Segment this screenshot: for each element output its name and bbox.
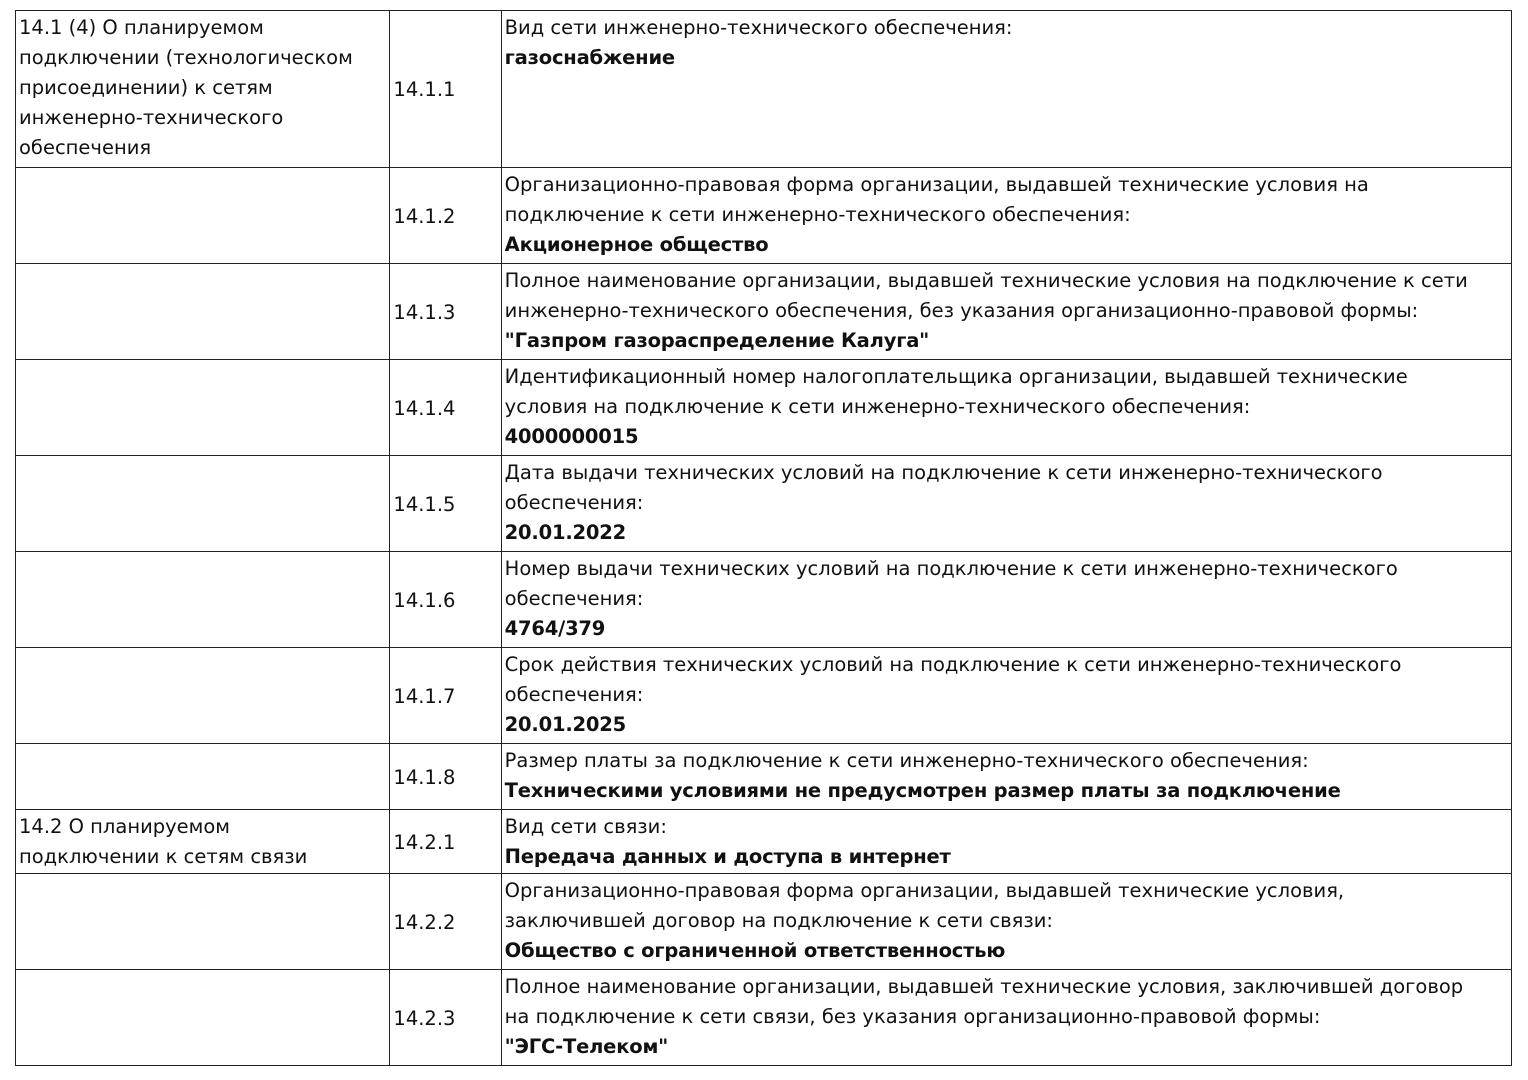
section-title: обеспечения	[19, 136, 152, 159]
section-cell	[14, 359, 391, 456]
item-label: Размер платы за подключение к сети инжен…	[504, 749, 1309, 772]
table-row: 14.1.4 Идентификационный номер налогоплат…	[14, 359, 1513, 456]
item-label: Вид сети связи:	[504, 815, 667, 838]
section-title: подключении (технологическом	[19, 46, 353, 69]
item-label: Дата выдачи технических условий на подкл…	[504, 461, 1383, 484]
item-number: 14.1.3	[389, 263, 502, 360]
item-value: Передача данных и доступа в интернет	[504, 845, 951, 868]
table-row: 14.1.2 Организационно-правовая форма орга…	[14, 167, 1513, 264]
item-content-cell: Срок действия технических условий на под…	[500, 647, 1513, 744]
item-value: "Газпром газораспределение Калуга"	[504, 329, 930, 352]
item-label: Полное наименование организации, выдавше…	[504, 269, 1468, 292]
item-label: условия на подключение к сети инженерно-…	[504, 395, 1251, 418]
item-content-cell: Вид сети инженерно-технического обеспече…	[500, 10, 1513, 168]
table-body: 14.1 (4) О планируемом подключении (техно…	[14, 10, 1513, 1066]
table-row: 14.1.3 Полное наименование организации, в…	[14, 263, 1513, 360]
section-cell	[14, 969, 391, 1066]
section-title: 14.2 О планируемом	[19, 815, 231, 838]
item-number: 14.1.4	[389, 359, 502, 456]
table-row: 14.1.6 Номер выдачи технических условий н…	[14, 551, 1513, 648]
table-row: 14.2.2 Организационно-правовая форма орга…	[14, 873, 1513, 970]
table-row: 14.1.8 Размер платы за подключение к сети…	[14, 743, 1513, 810]
item-label: Номер выдачи технических условий на подк…	[504, 557, 1398, 580]
item-number: 14.1.1	[389, 10, 502, 168]
item-value: 4000000015	[504, 425, 639, 448]
item-number: 14.1.8	[389, 743, 502, 810]
table-row: 14.2.3 Полное наименование организации, в…	[14, 969, 1513, 1066]
item-number: 14.2.2	[389, 873, 502, 970]
item-number: 14.1.2	[389, 167, 502, 264]
section-cell	[14, 647, 391, 744]
item-value: "ЭГС-Телеком"	[504, 1035, 669, 1058]
item-number: 14.1.6	[389, 551, 502, 648]
item-label: инженерно-технического обеспечения, без …	[504, 299, 1419, 322]
item-content-cell: Организационно-правовая форма организаци…	[500, 873, 1513, 970]
item-content-cell: Идентификационный номер налогоплательщик…	[500, 359, 1513, 456]
item-content-cell: Полное наименование организации, выдавше…	[500, 969, 1513, 1066]
item-label: Организационно-правовая форма организаци…	[504, 173, 1369, 196]
table-row: 14.1.7 Срок действия технических условий …	[14, 647, 1513, 744]
item-value: Техническими условиями не предусмотрен р…	[504, 779, 1341, 802]
item-label: на подключение к сети связи, без указани…	[504, 1005, 1321, 1028]
item-number: 14.1.7	[389, 647, 502, 744]
section-cell: 14.1 (4) О планируемом подключении (техно…	[14, 10, 391, 168]
item-label: заключившей договор на подключение к сет…	[504, 909, 1053, 932]
item-content-cell: Номер выдачи технических условий на подк…	[500, 551, 1513, 648]
section-title: 14.1 (4) О планируемом	[19, 16, 264, 39]
section-cell	[14, 263, 391, 360]
section-cell	[14, 455, 391, 552]
item-label: Срок действия технических условий на под…	[504, 653, 1402, 676]
item-value: 4764/379	[504, 617, 606, 640]
item-content-cell: Организационно-правовая форма организаци…	[500, 167, 1513, 264]
section-cell	[14, 743, 391, 810]
section-cell	[14, 551, 391, 648]
item-number: 14.1.5	[389, 455, 502, 552]
table-row: 14.1 (4) О планируемом подключении (техно…	[14, 10, 1513, 168]
item-number: 14.2.1	[389, 809, 502, 874]
item-label: обеспечения:	[504, 683, 644, 706]
item-value: 20.01.2025	[504, 713, 627, 736]
item-number: 14.2.3	[389, 969, 502, 1066]
item-value: Акционерное общество	[504, 233, 769, 256]
connection-info-table: 14.1 (4) О планируемом подключении (техно…	[14, 10, 1513, 1066]
item-label: обеспечения:	[504, 587, 644, 610]
item-label: обеспечения:	[504, 491, 644, 514]
section-title: инженерно-технического	[19, 106, 284, 129]
table-row: 14.1.5 Дата выдачи технических условий на…	[14, 455, 1513, 552]
item-label: Идентификационный номер налогоплательщик…	[504, 365, 1408, 388]
item-label: Организационно-правовая форма организаци…	[504, 879, 1345, 902]
item-content-cell: Полное наименование организации, выдавше…	[500, 263, 1513, 360]
section-title: подключении к сетям связи	[19, 845, 308, 868]
item-value: Общество с ограниченной ответственностью	[504, 939, 1006, 962]
item-value: 20.01.2022	[504, 521, 627, 544]
item-label: Вид сети инженерно-технического обеспече…	[504, 16, 1013, 39]
section-cell: 14.2 О планируемом подключении к сетям св…	[14, 809, 391, 874]
table-row: 14.2 О планируемом подключении к сетям св…	[14, 809, 1513, 874]
item-content-cell: Вид сети связи: Передача данных и доступа…	[500, 809, 1513, 874]
item-label: Полное наименование организации, выдавше…	[504, 975, 1464, 998]
item-content-cell: Размер платы за подключение к сети инжен…	[500, 743, 1513, 810]
item-label: подключение к сети инженерно-техническог…	[504, 203, 1131, 226]
section-cell	[14, 873, 391, 970]
section-title: присоединении) к сетям	[19, 76, 273, 99]
item-content-cell: Дата выдачи технических условий на подкл…	[500, 455, 1513, 552]
section-cell	[14, 167, 391, 264]
item-value: газоснабжение	[504, 46, 675, 69]
